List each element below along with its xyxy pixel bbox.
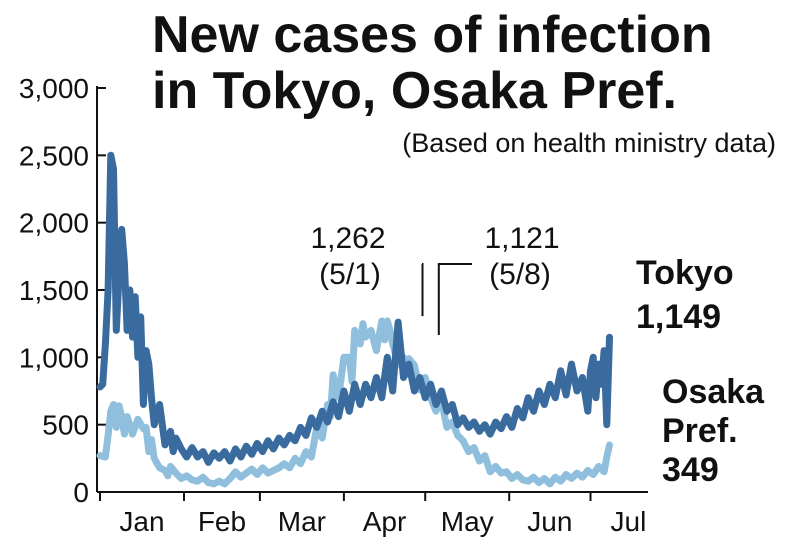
annotation-peak-2: 1,121 (5/8) — [437, 222, 560, 335]
chart-title-line-1: New cases of infection — [152, 6, 713, 64]
tokyo-label: Tokyo — [636, 254, 734, 292]
y-tick-label: 2,000 — [19, 208, 89, 239]
x-tick-label: Apr — [363, 506, 407, 537]
annotation-peak-2-value: 1,121 — [484, 222, 559, 255]
chart-title-line-2: in Tokyo, Osaka Pref. — [152, 62, 677, 120]
annotation-peak-1-value: 1,262 — [310, 222, 385, 255]
x-tick-label: Jan — [119, 506, 164, 537]
osaka-value: 349 — [662, 451, 719, 489]
x-axis-ticks: Jan Feb Mar Apr May Jun Jul — [99, 492, 647, 537]
y-tick-label: 3,000 — [19, 73, 89, 104]
y-tick-label: 1,500 — [19, 275, 89, 306]
x-tick-label: Jul — [611, 506, 647, 537]
tokyo-value: 1,149 — [636, 298, 721, 336]
y-axis-ticks: 0 500 1,000 1,500 2,000 2,500 3,000 — [19, 73, 106, 508]
y-tick-label: 500 — [42, 410, 89, 441]
annotation-peak-1-leader — [421, 263, 424, 317]
osaka-label: Osaka — [662, 373, 765, 411]
x-tick-label: Jun — [527, 506, 572, 537]
y-tick-label: 1,000 — [19, 342, 89, 373]
chart-subtitle: (Based on health ministry data) — [402, 128, 776, 158]
annotation-peak-2-leader — [437, 263, 472, 335]
series-line-osaka-pref — [96, 317, 613, 488]
x-tick-label: Mar — [278, 506, 326, 537]
series-lines — [96, 151, 613, 488]
x-tick-label: Feb — [198, 506, 246, 537]
y-tick-label: 0 — [73, 477, 89, 508]
series-line-tokyo — [96, 151, 613, 466]
y-tick-label: 2,500 — [19, 140, 89, 171]
annotation-peak-1-date: (5/1) — [319, 258, 381, 291]
annotation-peak-2-date: (5/8) — [489, 258, 551, 291]
annotation-peak-1: 1,262 (5/1) — [310, 222, 424, 317]
osaka-label-2: Pref. — [662, 412, 738, 450]
x-tick-label: May — [441, 506, 494, 537]
